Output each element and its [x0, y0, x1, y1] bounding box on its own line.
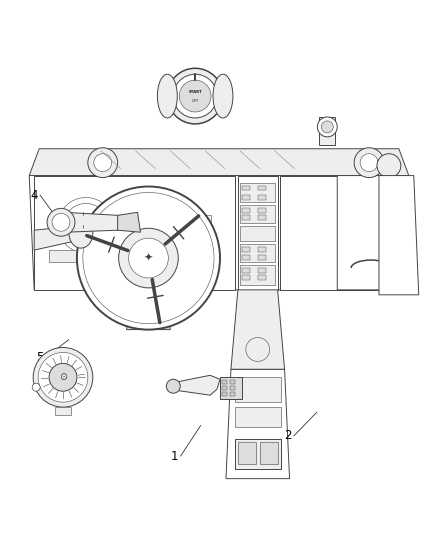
Bar	[242, 196, 250, 200]
Bar	[230, 392, 235, 396]
Text: 1: 1	[171, 450, 178, 463]
Circle shape	[179, 80, 211, 112]
Ellipse shape	[69, 219, 93, 248]
Bar	[235, 377, 281, 402]
Bar	[240, 205, 275, 223]
Bar	[49, 250, 77, 262]
Circle shape	[377, 154, 401, 177]
Bar	[230, 380, 235, 384]
Circle shape	[94, 154, 112, 172]
Bar	[242, 185, 250, 190]
Bar	[319, 117, 335, 145]
Polygon shape	[226, 369, 290, 479]
Circle shape	[134, 204, 177, 247]
Bar	[242, 208, 250, 213]
Circle shape	[47, 208, 75, 236]
Text: 2: 2	[284, 430, 292, 442]
Polygon shape	[279, 175, 404, 290]
Polygon shape	[379, 175, 419, 295]
Circle shape	[83, 192, 214, 324]
Circle shape	[354, 148, 384, 177]
Bar	[242, 275, 250, 280]
Circle shape	[49, 364, 77, 391]
Bar	[258, 268, 266, 273]
Bar	[258, 255, 266, 260]
Polygon shape	[175, 375, 220, 395]
Bar	[240, 265, 275, 285]
Bar	[238, 442, 256, 464]
Text: 5: 5	[36, 351, 43, 364]
Circle shape	[38, 352, 88, 402]
Ellipse shape	[213, 74, 233, 118]
Polygon shape	[34, 175, 235, 290]
Bar	[240, 244, 275, 262]
Bar	[230, 386, 235, 390]
Ellipse shape	[91, 258, 141, 278]
Circle shape	[129, 238, 168, 278]
Circle shape	[64, 204, 108, 247]
Circle shape	[52, 213, 70, 231]
Bar	[242, 215, 250, 220]
FancyBboxPatch shape	[339, 230, 403, 282]
Polygon shape	[58, 212, 124, 232]
Circle shape	[173, 74, 217, 118]
Circle shape	[127, 197, 183, 253]
Polygon shape	[337, 175, 414, 290]
Bar	[258, 215, 266, 220]
Text: 4: 4	[30, 189, 38, 201]
Bar	[260, 442, 278, 464]
Text: 3: 3	[106, 236, 113, 249]
Bar	[235, 439, 281, 469]
Bar	[240, 182, 275, 203]
Polygon shape	[55, 407, 71, 415]
Text: ⊙: ⊙	[59, 372, 67, 382]
Polygon shape	[34, 225, 79, 250]
Text: START: START	[188, 90, 202, 94]
Bar	[49, 215, 77, 227]
Bar	[235, 407, 281, 427]
Bar	[240, 226, 275, 241]
Bar	[104, 215, 134, 233]
Polygon shape	[238, 175, 278, 290]
Circle shape	[360, 154, 378, 172]
Ellipse shape	[157, 74, 177, 118]
Circle shape	[318, 117, 337, 137]
Circle shape	[246, 337, 270, 361]
Bar	[183, 215, 211, 227]
Bar	[258, 196, 266, 200]
Bar	[220, 377, 242, 399]
Bar	[183, 250, 203, 262]
Circle shape	[119, 228, 178, 288]
Text: OFF: OFF	[191, 99, 199, 103]
Polygon shape	[29, 149, 409, 175]
Circle shape	[166, 379, 180, 393]
Circle shape	[33, 348, 93, 407]
Polygon shape	[118, 212, 141, 232]
Polygon shape	[29, 175, 409, 290]
Polygon shape	[231, 290, 285, 369]
Bar	[222, 380, 227, 384]
Polygon shape	[127, 290, 170, 329]
Bar	[258, 275, 266, 280]
Circle shape	[321, 121, 333, 133]
Bar	[258, 247, 266, 252]
Bar	[258, 185, 266, 190]
FancyBboxPatch shape	[38, 180, 223, 280]
Bar	[258, 208, 266, 213]
Circle shape	[88, 148, 118, 177]
Bar	[242, 255, 250, 260]
Circle shape	[77, 187, 220, 329]
Bar	[242, 268, 250, 273]
Bar	[242, 247, 250, 252]
Bar	[222, 386, 227, 390]
Circle shape	[167, 68, 223, 124]
Circle shape	[58, 197, 114, 253]
Text: ✦: ✦	[144, 253, 153, 263]
Bar	[222, 392, 227, 396]
Circle shape	[32, 383, 40, 391]
